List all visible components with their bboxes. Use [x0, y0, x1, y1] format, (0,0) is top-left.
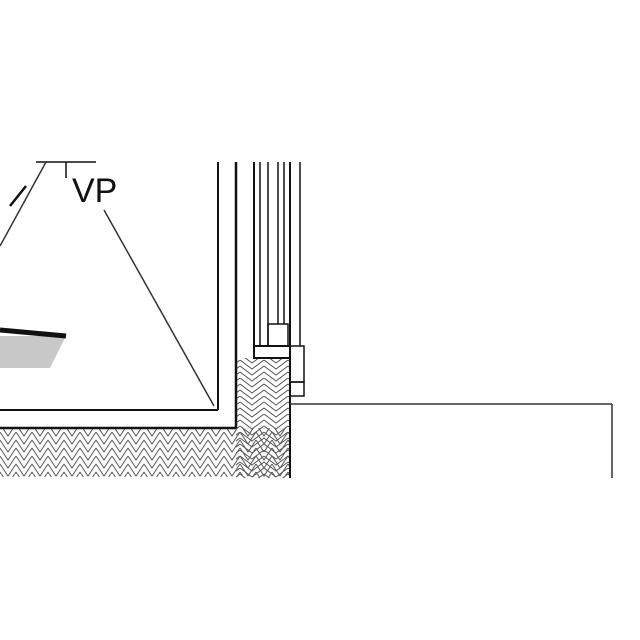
- vp-label: VP: [72, 172, 117, 210]
- window-frame: [253, 162, 305, 397]
- light-fixture: VP: [0, 161, 215, 407]
- object-silhouette: [0, 327, 67, 368]
- room-outline: [0, 162, 238, 430]
- exterior-slab: [290, 403, 613, 478]
- wall-section: [236, 356, 291, 478]
